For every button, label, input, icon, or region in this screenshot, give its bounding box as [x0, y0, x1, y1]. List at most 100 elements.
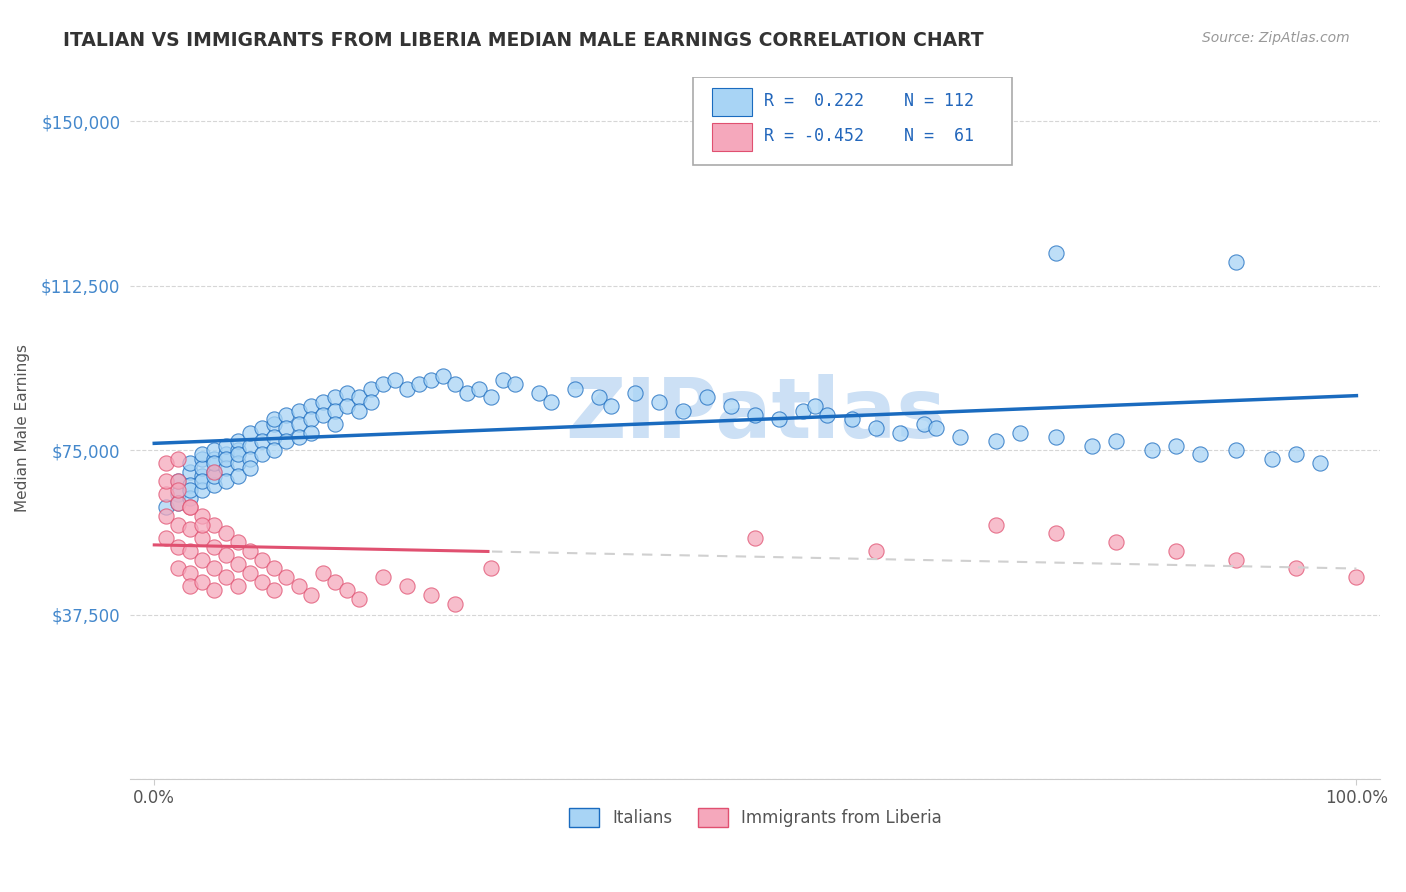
Point: [179, 456, 201, 470]
Point: [228, 557, 250, 571]
Point: [720, 399, 742, 413]
Point: [191, 508, 214, 523]
Point: [1285, 561, 1308, 575]
Point: [299, 425, 322, 440]
Point: [202, 540, 225, 554]
Point: [419, 588, 441, 602]
Point: [215, 474, 238, 488]
Point: [323, 574, 346, 589]
Point: [202, 456, 225, 470]
Point: [252, 448, 274, 462]
Point: [239, 425, 262, 440]
Point: [179, 579, 201, 593]
Point: [792, 403, 814, 417]
Point: [215, 439, 238, 453]
Point: [408, 377, 430, 392]
Point: [239, 439, 262, 453]
Text: R = -0.452    N =  61: R = -0.452 N = 61: [763, 127, 974, 145]
Point: [744, 408, 766, 422]
Point: [1309, 456, 1331, 470]
Point: [1045, 430, 1067, 444]
Point: [323, 403, 346, 417]
Point: [215, 526, 238, 541]
Point: [672, 403, 695, 417]
Point: [155, 474, 177, 488]
Point: [167, 517, 190, 532]
Point: [191, 531, 214, 545]
Point: [167, 487, 190, 501]
Text: ZIPatlas: ZIPatlas: [565, 374, 946, 455]
Y-axis label: Median Male Earnings: Median Male Earnings: [15, 344, 30, 512]
Point: [527, 386, 550, 401]
Legend: Italians, Immigrants from Liberia: Italians, Immigrants from Liberia: [562, 801, 948, 834]
Point: [696, 391, 718, 405]
Point: [179, 465, 201, 479]
Point: [1008, 425, 1031, 440]
FancyBboxPatch shape: [693, 78, 1012, 165]
Point: [924, 421, 946, 435]
Point: [252, 434, 274, 449]
Point: [191, 460, 214, 475]
Point: [191, 517, 214, 532]
Point: [276, 434, 298, 449]
Point: [167, 496, 190, 510]
Point: [600, 399, 623, 413]
Point: [744, 531, 766, 545]
Point: [287, 430, 309, 444]
Point: [202, 478, 225, 492]
Point: [299, 412, 322, 426]
Point: [479, 561, 502, 575]
Point: [817, 408, 839, 422]
Text: R =  0.222    N = 112: R = 0.222 N = 112: [763, 92, 974, 110]
Point: [347, 592, 370, 607]
Point: [311, 395, 333, 409]
Point: [564, 382, 586, 396]
Point: [1285, 448, 1308, 462]
Point: [191, 474, 214, 488]
Point: [984, 517, 1007, 532]
Bar: [711, 88, 752, 116]
Point: [865, 544, 887, 558]
Point: [588, 391, 610, 405]
Point: [443, 597, 465, 611]
Point: [191, 451, 214, 466]
Point: [1105, 535, 1128, 549]
Point: [1189, 448, 1212, 462]
Point: [1261, 451, 1284, 466]
Point: [215, 570, 238, 584]
Point: [1225, 552, 1247, 566]
Point: [503, 377, 526, 392]
Point: [179, 544, 201, 558]
Point: [287, 417, 309, 431]
Point: [191, 448, 214, 462]
Point: [155, 456, 177, 470]
Point: [202, 451, 225, 466]
Point: [179, 500, 201, 514]
Text: ITALIAN VS IMMIGRANTS FROM LIBERIA MEDIAN MALE EARNINGS CORRELATION CHART: ITALIAN VS IMMIGRANTS FROM LIBERIA MEDIA…: [63, 31, 984, 50]
Point: [228, 456, 250, 470]
Point: [191, 469, 214, 483]
Point: [456, 386, 478, 401]
Point: [179, 500, 201, 514]
Point: [804, 399, 827, 413]
Point: [155, 508, 177, 523]
Point: [228, 535, 250, 549]
Point: [540, 395, 562, 409]
Point: [648, 395, 671, 409]
Point: [949, 430, 972, 444]
Point: [1164, 544, 1187, 558]
Point: [179, 522, 201, 536]
Point: [179, 491, 201, 506]
Point: [1045, 526, 1067, 541]
Point: [228, 443, 250, 458]
Point: [865, 421, 887, 435]
Point: [443, 377, 465, 392]
Point: [336, 399, 359, 413]
Point: [276, 408, 298, 422]
Point: [287, 579, 309, 593]
Point: [215, 448, 238, 462]
Point: [276, 570, 298, 584]
Point: [215, 549, 238, 563]
Point: [239, 451, 262, 466]
Point: [215, 460, 238, 475]
